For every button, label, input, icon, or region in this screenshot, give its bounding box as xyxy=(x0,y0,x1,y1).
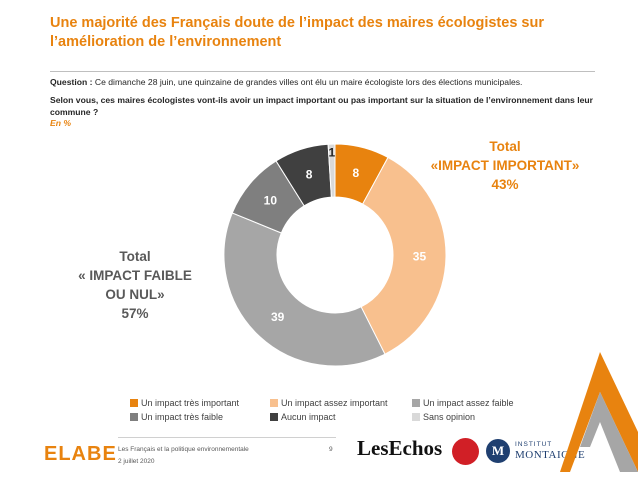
legend-item-assez-important: Un impact assez important xyxy=(270,398,412,408)
legend-row-1: Un impact très important Un impact assez… xyxy=(130,396,550,410)
elabe-a-decoration xyxy=(560,352,638,472)
legend-item-assez-faible: Un impact assez faible xyxy=(412,398,514,408)
legend-swatch xyxy=(130,413,138,421)
legend-item-tres-important: Un impact très important xyxy=(130,398,270,408)
decoration-grey-stroke xyxy=(580,392,638,472)
legend-swatch xyxy=(412,399,420,407)
page-title: Une majorité des Français doute de l’imp… xyxy=(50,15,544,50)
total-important-line-1: Total xyxy=(489,139,521,154)
total-faible-callout: Total « IMPACT FAIBLE OU NUL» 57% xyxy=(55,247,215,323)
l-opinion-logo xyxy=(452,438,479,465)
title-divider xyxy=(50,71,595,72)
source-date: 2 juillet 2020 xyxy=(118,458,155,465)
legend-label: Un impact très important xyxy=(141,398,240,408)
total-faible-line-4: 57% xyxy=(121,306,149,321)
elabe-logo: ELABE xyxy=(44,443,117,465)
legend-label: Sans opinion xyxy=(423,412,476,422)
question-label: Question : xyxy=(50,77,93,87)
legend-swatch xyxy=(130,399,138,407)
total-important-line-3: 43% xyxy=(491,177,519,192)
chart-legend: Un impact très important Un impact assez… xyxy=(130,396,550,424)
legend-label: Un impact assez faible xyxy=(423,398,514,408)
data-label-sans-opinion: 1 xyxy=(328,146,335,160)
legend-item-tres-faible: Un impact très faible xyxy=(130,412,270,422)
institut-montaigne-emblem: M xyxy=(486,439,510,463)
institut-montaigne-line-1: INSTITUT xyxy=(515,441,553,448)
legend-row-2: Un impact très faible Aucun impact Sans … xyxy=(130,410,550,424)
data-label-tres-important: 8 xyxy=(352,166,359,180)
legend-swatch xyxy=(412,413,420,421)
footer-divider xyxy=(118,437,336,438)
total-important-line-2: «IMPACT IMPORTANT» xyxy=(430,158,580,173)
total-faible-line-2: « IMPACT FAIBLE xyxy=(78,268,192,283)
data-label-assez-important: 35 xyxy=(413,249,427,263)
total-faible-line-1: Total xyxy=(119,249,151,264)
legend-item-aucun: Aucun impact xyxy=(270,412,412,422)
total-important-callout: Total «IMPACT IMPORTANT» 43% xyxy=(415,137,595,194)
les-echos-logo: LesEchos xyxy=(357,436,443,460)
donut-slice-sans-opinion xyxy=(327,143,336,198)
page-number: 9 xyxy=(329,446,333,453)
legend-item-sans-opinion: Sans opinion xyxy=(412,412,475,422)
legend-label: Aucun impact xyxy=(281,412,336,422)
question-context: Ce dimanche 28 juin, une quinzaine de gr… xyxy=(94,77,523,87)
donut-slice-assez-important xyxy=(360,156,447,355)
total-faible-line-3: OU NUL» xyxy=(105,287,165,302)
data-label-assez-faible: 39 xyxy=(271,310,285,324)
question-intro: Question : Ce dimanche 28 juin, une quin… xyxy=(50,76,610,88)
decoration-orange-stroke xyxy=(560,352,638,472)
question-main: Selon vous, ces maires écologistes vont-… xyxy=(50,95,593,117)
legend-label: Un impact assez important xyxy=(281,398,388,408)
donut-slice-assez-faible xyxy=(223,212,386,367)
data-label-tres-faible: 10 xyxy=(264,194,278,208)
source-title: Les Français et la politique environneme… xyxy=(118,446,249,453)
legend-swatch xyxy=(270,413,278,421)
unit-label: En % xyxy=(50,118,72,128)
data-label-aucun: 8 xyxy=(306,168,313,182)
legend-swatch xyxy=(270,399,278,407)
legend-label: Un impact très faible xyxy=(141,412,224,422)
